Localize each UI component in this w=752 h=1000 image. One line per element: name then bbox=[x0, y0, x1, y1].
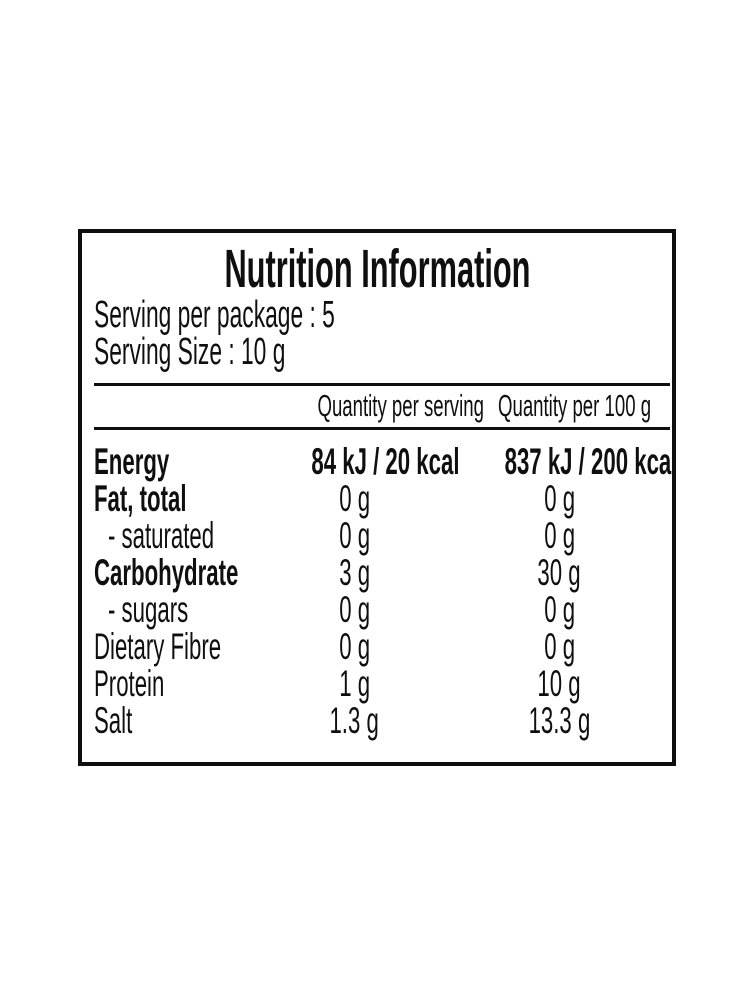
table-row: Protein 1 g 10 g bbox=[82, 665, 672, 702]
row-label: - saturated bbox=[108, 515, 215, 556]
value-per-serving: 84 kJ / 20 kcal bbox=[311, 441, 460, 482]
table-row: - sugars 0 g 0 g bbox=[82, 591, 672, 628]
value-per-100g: 30 g bbox=[537, 552, 582, 593]
row-label: Salt bbox=[94, 700, 133, 741]
serving-info: Serving per package : 5 Serving Size : 1… bbox=[94, 294, 495, 373]
header-spacer bbox=[82, 389, 262, 423]
label-title: Nutrition Information bbox=[82, 241, 672, 297]
label-title-text: Nutrition Information bbox=[223, 239, 531, 299]
table-row: - saturated 0 g 0 g bbox=[82, 517, 672, 554]
serving-per-package: Serving per package : 5 bbox=[94, 294, 335, 336]
row-label: Energy bbox=[94, 441, 170, 482]
value-per-100g: 0 g bbox=[544, 478, 575, 519]
divider-below-header bbox=[94, 427, 670, 430]
table-row: Dietary Fibre 0 g 0 g bbox=[82, 628, 672, 665]
row-label: Dietary Fibre bbox=[94, 626, 222, 667]
value-per-serving: 0 g bbox=[339, 515, 370, 556]
value-per-100g: 0 g bbox=[544, 515, 575, 556]
row-label: Protein bbox=[94, 663, 165, 704]
value-per-serving: 1.3 g bbox=[329, 700, 380, 741]
table-header-row: Quantity per serving Quantity per 100 g bbox=[82, 389, 672, 423]
table-row: Carbohydrate 3 g 30 g bbox=[82, 554, 672, 591]
value-per-serving: 0 g bbox=[339, 626, 370, 667]
row-label: Fat, total bbox=[94, 478, 187, 519]
nutrition-label: Nutrition Information Serving per packag… bbox=[78, 229, 677, 766]
column-header-per-100g: Quantity per 100 g bbox=[498, 388, 652, 423]
value-per-serving: 3 g bbox=[339, 552, 370, 593]
value-per-100g: 0 g bbox=[544, 626, 575, 667]
serving-size: Serving Size : 10 g bbox=[94, 331, 286, 373]
table-row: Fat, total 0 g 0 g bbox=[82, 480, 672, 517]
table-row: Energy 84 kJ / 20 kcal 837 kJ / 200 kcal bbox=[82, 441, 677, 482]
row-label: Carbohydrate bbox=[94, 552, 239, 593]
value-per-100g: 10 g bbox=[537, 663, 582, 704]
value-per-100g: 837 kJ / 200 kcal bbox=[504, 441, 678, 482]
table-row: Salt 1.3 g 13.3 g bbox=[82, 702, 672, 739]
value-per-100g: 13.3 g bbox=[528, 700, 591, 741]
row-label: - sugars bbox=[108, 589, 189, 630]
value-per-serving: 0 g bbox=[339, 589, 370, 630]
value-per-100g: 0 g bbox=[544, 589, 575, 630]
divider-above-header bbox=[94, 383, 670, 386]
nutrition-rows: Energy 84 kJ / 20 kcal 837 kJ / 200 kcal… bbox=[82, 441, 677, 739]
column-header-per-serving: Quantity per serving bbox=[317, 388, 484, 423]
value-per-serving: 0 g bbox=[339, 478, 370, 519]
value-per-serving: 1 g bbox=[339, 663, 370, 704]
